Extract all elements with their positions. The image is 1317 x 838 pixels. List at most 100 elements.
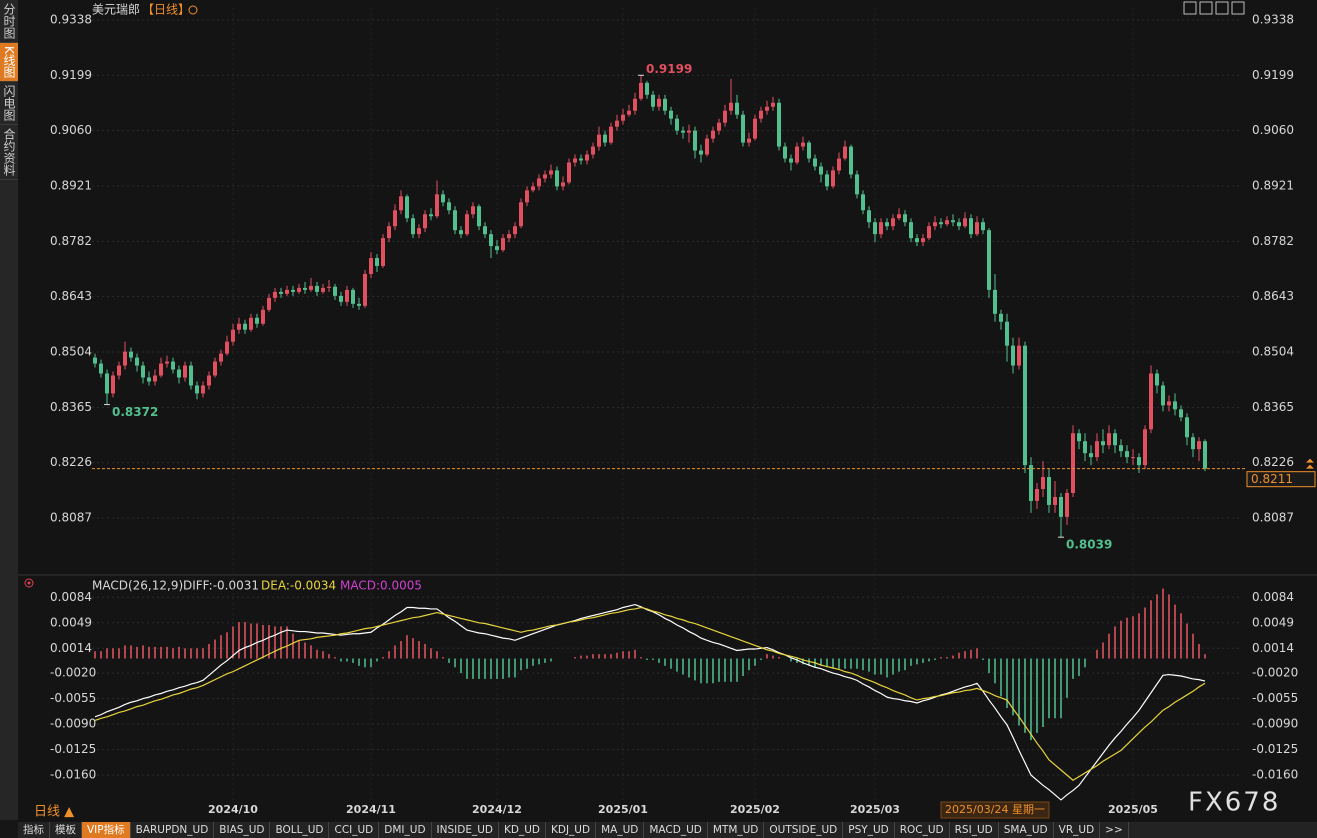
y-tick-label-right: -0.0020 (1252, 666, 1298, 680)
y-tick-label: 0.8782 (50, 234, 92, 248)
candle-body (591, 146, 595, 155)
candle-body (309, 285, 313, 290)
candle-body (273, 291, 277, 298)
x-tick-label: 2024/10 (208, 803, 258, 816)
candle-body (423, 214, 427, 229)
candle-body (159, 363, 163, 376)
chart-title: 美元瑞郎 (92, 3, 140, 17)
candle-body (333, 286, 337, 296)
x-tick-label: 2025/01 (598, 803, 648, 816)
candle-body (1131, 457, 1135, 459)
y-tick-label-right: 0.8226 (1252, 455, 1294, 469)
macd-line (94, 606, 1206, 781)
candle-body (93, 357, 97, 364)
y-tick-label-right: 0.0049 (1252, 615, 1294, 629)
period-label[interactable]: 日线 ▲ (34, 805, 74, 820)
candle-body (1107, 433, 1111, 446)
x-tick-label: 2025/02 (730, 803, 780, 816)
toolbar-item[interactable]: MTM_UD (708, 822, 765, 838)
candle-body (123, 351, 127, 366)
x-tick-label: 2024/11 (346, 803, 396, 816)
toolbar-item[interactable]: RSI_UD (950, 822, 999, 838)
toolbar-item[interactable]: INSIDE_UD (432, 822, 499, 838)
candle-body (1005, 321, 1009, 346)
candle-body (771, 102, 775, 107)
sidebar-tab[interactable]: 闪电图 (0, 82, 18, 125)
toolbar-item[interactable]: BARUPDN_UD (131, 822, 215, 838)
candle-body (357, 303, 361, 306)
candle-body (237, 323, 241, 330)
candle-body (1161, 385, 1165, 406)
candle-body (399, 196, 403, 211)
y-tick-label-right: -0.0090 (1252, 717, 1298, 731)
candle-body (285, 289, 289, 294)
candle-body (993, 289, 997, 314)
candle-body (825, 174, 829, 187)
toolbar-item[interactable]: 模板 (50, 822, 82, 838)
macd-icon[interactable] (24, 578, 34, 588)
candle-body (669, 110, 673, 119)
candle-body (513, 226, 517, 235)
y-tick-label-right: 0.9199 (1252, 68, 1294, 82)
candle-body (555, 170, 559, 187)
candle-body (579, 158, 583, 161)
icon[interactable] (1215, 1, 1229, 15)
toolbar-item[interactable]: 指标 (18, 822, 50, 838)
toolbar-item[interactable]: MA_UD (596, 822, 645, 838)
toolbar-item[interactable]: KDJ_UD (546, 822, 597, 838)
candle-body (567, 162, 571, 183)
candle-body (657, 98, 661, 107)
candle-body (675, 118, 679, 131)
y-tick-label-right: 0.8643 (1252, 289, 1294, 303)
candle-body (819, 166, 823, 175)
icon[interactable] (1183, 1, 1197, 15)
toolbar-item[interactable]: VIP指标 (82, 822, 131, 838)
candle-body (375, 258, 379, 267)
toolbar-item[interactable]: SMA_UD (999, 822, 1054, 838)
sidebar-tab[interactable]: 合约资料 (0, 125, 18, 180)
legend-macd: MACD:0.0005 (340, 579, 422, 593)
icon[interactable] (1199, 1, 1213, 15)
candle-body (921, 238, 925, 243)
icon[interactable] (1231, 1, 1245, 15)
candle-body (735, 102, 739, 115)
sidebar-tab[interactable]: K线图 (0, 43, 18, 82)
toolbar-item[interactable]: DMI_UD (379, 822, 432, 838)
candle-body (1155, 373, 1159, 386)
y-tick-label-right: 0.8921 (1252, 178, 1294, 192)
toolbar-item[interactable]: PSY_UD (843, 822, 895, 838)
toolbar-item[interactable]: >> (1100, 822, 1129, 838)
candle-body (1077, 433, 1081, 442)
add-icon[interactable] (188, 5, 198, 15)
candle-body (435, 194, 439, 217)
candle-body (1197, 441, 1201, 450)
toolbar-item[interactable]: BOLL_UD (270, 822, 330, 838)
candle-body (1173, 401, 1177, 410)
candle-body (903, 214, 907, 223)
toolbar-item[interactable]: BIAS_UD (214, 822, 271, 838)
toolbar-item[interactable]: ROC_UD (895, 822, 950, 838)
y-tick-label: -0.0125 (50, 742, 96, 756)
toolbar-item[interactable]: KD_UD (499, 822, 546, 838)
candle-body (543, 174, 547, 179)
toolbar-item[interactable]: MACD_UD (644, 822, 708, 838)
candle-body (909, 222, 913, 239)
y-tick-label-right: 0.8782 (1252, 234, 1294, 248)
candle-body (393, 210, 397, 227)
toolbar-item[interactable]: CCI_UD (329, 822, 380, 838)
y-tick-label: 0.8087 (50, 511, 92, 525)
candle-body (753, 118, 757, 139)
candle-body (801, 142, 805, 147)
y-tick-label-right: 0.9338 (1252, 12, 1294, 26)
chart-bg (18, 0, 1317, 822)
sidebar-tab[interactable]: 分时图 (0, 0, 18, 43)
candle-body (597, 134, 601, 147)
toolbar-item[interactable]: OUTSIDE_UD (764, 822, 844, 838)
chart-subtitle: 【日线】 (142, 3, 190, 17)
candle-body (777, 102, 781, 147)
candle-body (795, 146, 799, 163)
legend-dea: DEA:-0.0034 (261, 579, 336, 593)
macd-line (94, 603, 1206, 801)
candle-body (141, 365, 145, 378)
toolbar-item[interactable]: VR_UD (1054, 822, 1101, 838)
